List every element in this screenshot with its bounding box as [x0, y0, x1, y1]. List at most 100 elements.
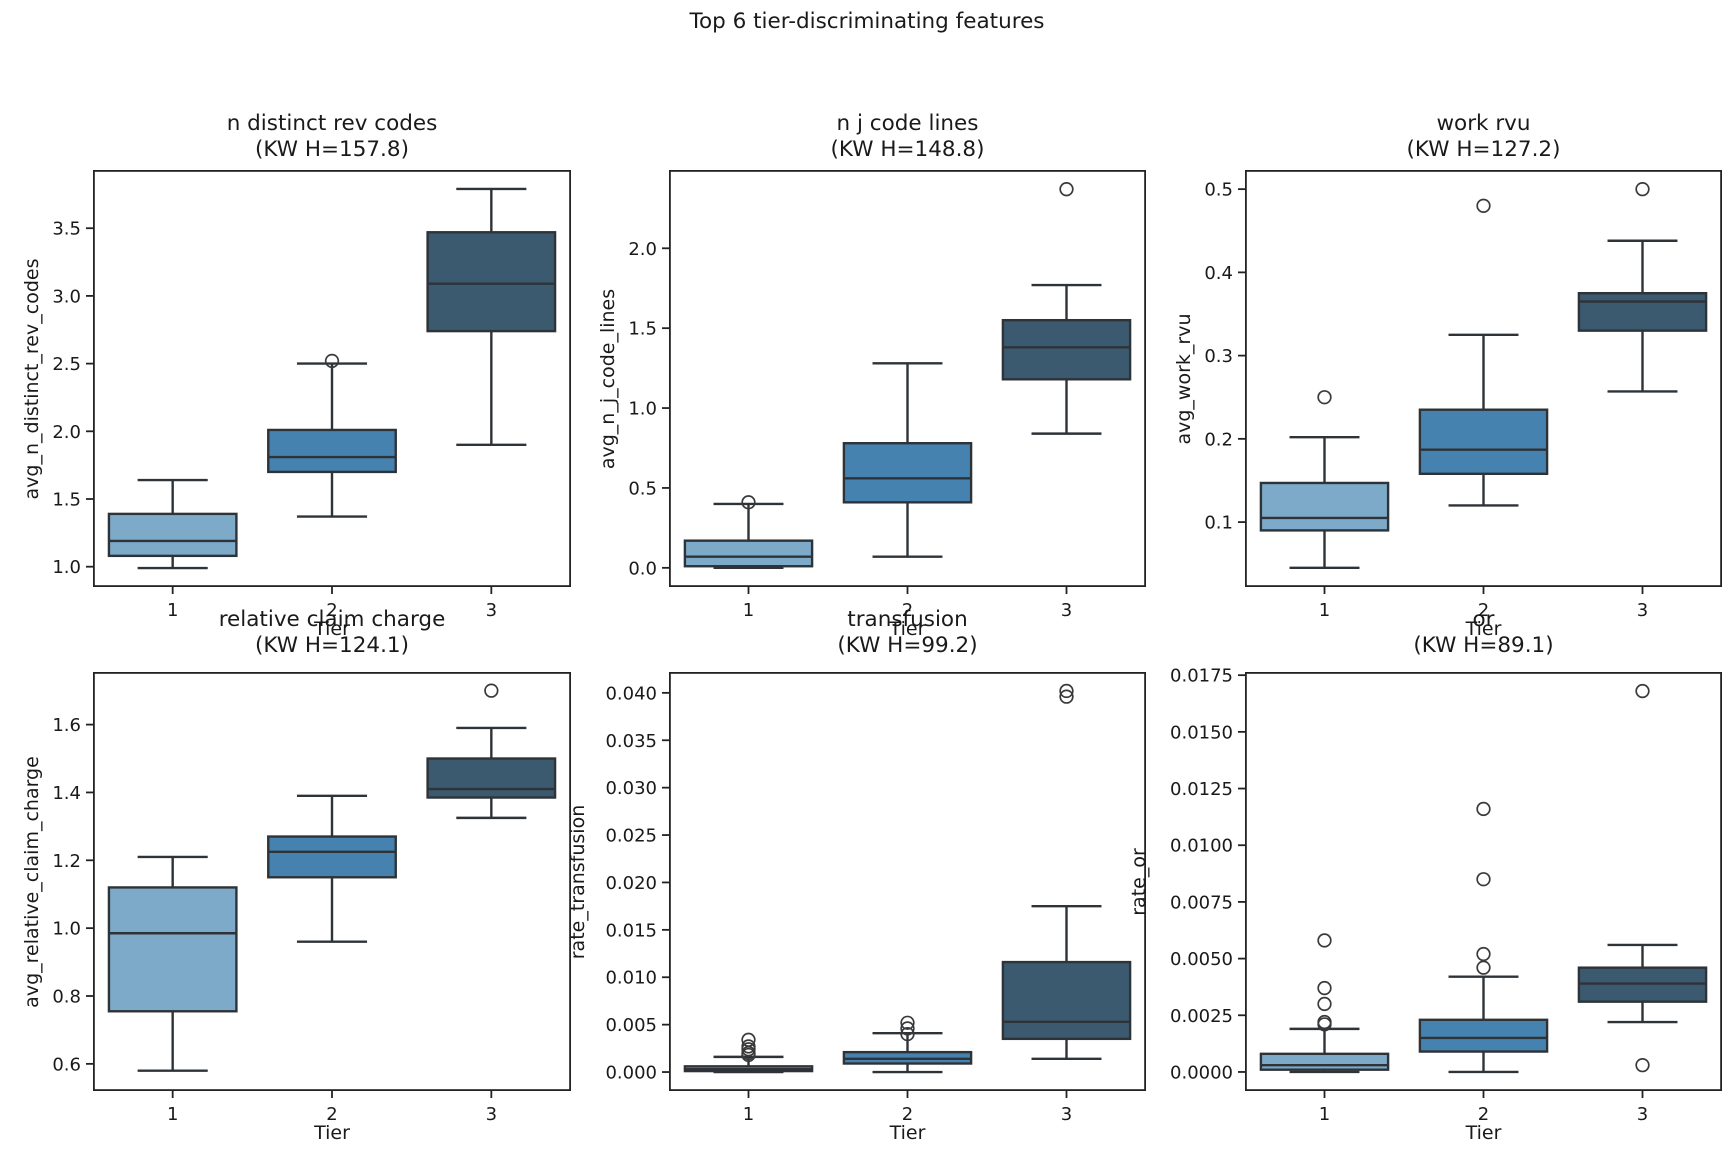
subplot-title: n distinct rev codes (KW H=157.8)	[227, 111, 438, 163]
svg-text:2.5: 2.5	[52, 354, 81, 375]
svg-text:2: 2	[1478, 1104, 1489, 1125]
subplot-title-line1: n j code lines	[836, 111, 979, 136]
svg-text:1.0: 1.0	[628, 399, 657, 420]
svg-text:3: 3	[486, 1104, 497, 1125]
subplot-title-line2: (KW H=89.1)	[1413, 633, 1554, 658]
axes-or: 0.0000 0.0025 0.0050 0.0075 0.0100 0.0125 0.01…	[1170, 666, 1723, 1125]
svg-text:0.010: 0.010	[605, 968, 657, 989]
svg-text:1: 1	[1319, 600, 1330, 621]
svg-text:1.0: 1.0	[52, 557, 81, 578]
axes-n-distinct-rev-codes: 1.0 1.5 2.0 2.5 3.0 3.5 1 2 3	[52, 169, 572, 621]
subplot-title: or (KW H=89.1)	[1413, 607, 1553, 659]
svg-text:1: 1	[167, 1104, 178, 1125]
svg-text:2: 2	[326, 1104, 337, 1125]
subplot-title: relative claim charge (KW H=124.1)	[219, 607, 446, 659]
axes-work-rvu: 0.1 0.2 0.3 0.4 0.5 1 2 3	[1204, 169, 1723, 621]
subplot-transfusion: transfusion (KW H=99.2) rate_transfusion…	[567, 607, 1147, 1144]
svg-text:1.5: 1.5	[628, 319, 657, 340]
svg-text:0.0025: 0.0025	[1170, 1006, 1233, 1027]
svg-text:3.0: 3.0	[52, 286, 81, 307]
y-axis-label: avg_n_j_code_lines	[597, 288, 619, 469]
svg-text:0.005: 0.005	[605, 1015, 657, 1036]
svg-text:0.5: 0.5	[628, 478, 657, 499]
svg-text:1.0: 1.0	[52, 919, 81, 940]
subplot-title-line1: relative claim charge	[218, 607, 446, 632]
subplot-title-line1: work rvu	[1436, 111, 1531, 136]
svg-text:0.6: 0.6	[52, 1054, 81, 1075]
subplot-title-line1: or	[1472, 607, 1495, 632]
subplot-title-line2: (KW H=148.8)	[830, 137, 985, 162]
svg-text:2: 2	[1478, 600, 1489, 621]
x-axis-label: Tier	[889, 618, 926, 640]
svg-text:3: 3	[1637, 1104, 1648, 1125]
svg-text:2: 2	[902, 1104, 913, 1125]
svg-text:1: 1	[743, 600, 754, 621]
svg-text:0.0125: 0.0125	[1170, 779, 1233, 800]
subplot-relative-claim-charge: relative claim charge (KW H=124.1) avg_r…	[21, 607, 572, 1144]
svg-text:3: 3	[1637, 600, 1648, 621]
axes-relative-claim-charge: 0.6 0.8 1.0 1.2 1.4 1.6 1 2 3	[52, 671, 572, 1125]
y-axis-label: rate_or	[1128, 847, 1150, 916]
y-axis-label: avg_relative_claim_charge	[21, 755, 43, 1008]
figure-title: Top 6 tier-discriminating features	[689, 9, 1045, 34]
subplot-n-distinct-rev-codes: n distinct rev codes (KW H=157.8) avg_n_…	[21, 111, 572, 640]
x-axis-label: Tier	[1465, 1122, 1502, 1144]
svg-text:0.040: 0.040	[605, 683, 657, 704]
svg-text:0.5: 0.5	[1204, 180, 1233, 201]
subplot-title: n j code lines (KW H=148.8)	[831, 111, 985, 163]
y-axis-label: avg_n_distinct_rev_codes	[21, 258, 43, 499]
svg-text:0.0150: 0.0150	[1170, 722, 1233, 743]
svg-text:0.8: 0.8	[52, 987, 81, 1008]
y-axis-label: avg_work_rvu	[1173, 312, 1195, 445]
svg-text:1: 1	[743, 1104, 754, 1125]
svg-text:1: 1	[167, 600, 178, 621]
svg-text:0.030: 0.030	[605, 778, 657, 799]
subplot-title-line1: transfusion	[847, 607, 968, 632]
svg-text:1.6: 1.6	[52, 715, 81, 736]
svg-text:0.035: 0.035	[605, 731, 657, 752]
svg-text:0.015: 0.015	[605, 920, 657, 941]
x-axis-label: Tier	[314, 618, 350, 640]
svg-text:0.3: 0.3	[1204, 346, 1233, 367]
svg-text:3: 3	[486, 600, 497, 621]
svg-text:0.0100: 0.0100	[1170, 836, 1233, 857]
svg-text:2.0: 2.0	[52, 422, 81, 443]
svg-text:1: 1	[1319, 1104, 1330, 1125]
svg-text:1.4: 1.4	[52, 783, 81, 804]
svg-text:0.0175: 0.0175	[1170, 666, 1233, 687]
subplot-title-line2: (KW H=124.1)	[255, 633, 409, 658]
svg-text:0.0: 0.0	[628, 558, 657, 579]
x-axis-label: Tier	[889, 1122, 926, 1144]
subplot-title-line2: (KW H=99.2)	[837, 633, 978, 658]
svg-text:0.0050: 0.0050	[1170, 949, 1233, 970]
subplot-title: work rvu (KW H=127.2)	[1407, 111, 1561, 163]
svg-text:2: 2	[902, 600, 913, 621]
svg-text:1.5: 1.5	[52, 489, 81, 510]
svg-text:0.2: 0.2	[1204, 429, 1233, 450]
svg-text:0.4: 0.4	[1204, 263, 1233, 284]
axes-transfusion: 0.000 0.005 0.010 0.015 0.020 0.025 0.030 0.035…	[605, 671, 1147, 1125]
subplot-or: or (KW H=89.1) rate_or Tier 0.0000 0.0025…	[1128, 607, 1723, 1144]
svg-text:0.025: 0.025	[605, 826, 657, 847]
svg-text:3: 3	[1061, 600, 1072, 621]
x-axis-label: Tier	[314, 1122, 350, 1144]
svg-text:0.0000: 0.0000	[1170, 1062, 1233, 1083]
svg-text:0.1: 0.1	[1204, 513, 1233, 534]
subplot-work-rvu: work rvu (KW H=127.2) avg_work_rvu Tier …	[1173, 111, 1723, 640]
svg-text:2.0: 2.0	[628, 239, 657, 260]
subplot-title-line2: (KW H=127.2)	[1406, 137, 1561, 162]
svg-text:2: 2	[326, 600, 337, 621]
x-axis-label: Tier	[1465, 618, 1502, 640]
svg-text:1.2: 1.2	[52, 851, 81, 872]
svg-text:3: 3	[1061, 1104, 1072, 1125]
subplot-title-line2: (KW H=157.8)	[255, 137, 409, 162]
svg-text:0.020: 0.020	[605, 873, 657, 894]
svg-text:0.0075: 0.0075	[1170, 892, 1233, 913]
subplot-n-j-code-lines: n j code lines (KW H=148.8) avg_n_j_code…	[597, 111, 1147, 640]
subplot-title-line1: n distinct rev codes	[226, 111, 438, 136]
subplot-title: transfusion (KW H=99.2)	[837, 607, 977, 659]
axes-n-j-code-lines: 0.0 0.5 1.0 1.5 2.0 1 2 3	[628, 169, 1147, 621]
svg-text:3.5: 3.5	[52, 219, 81, 240]
y-axis-label: rate_transfusion	[567, 804, 589, 959]
